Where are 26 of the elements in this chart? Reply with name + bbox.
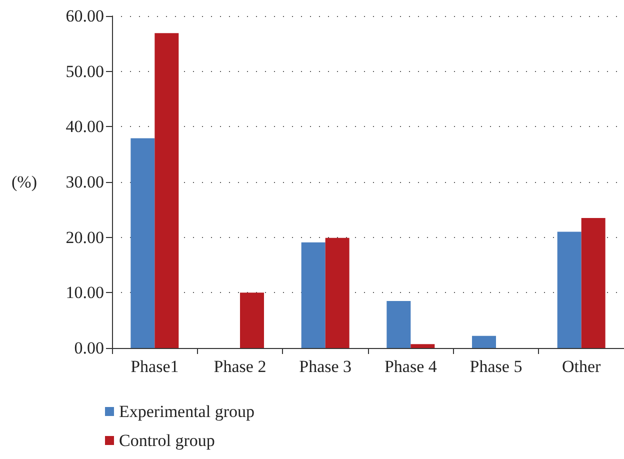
x-tick-label: Phase 5 xyxy=(470,357,522,376)
bar xyxy=(557,232,582,348)
y-axis-title: (%) xyxy=(12,172,37,192)
bar xyxy=(154,33,179,348)
bar xyxy=(325,238,350,348)
bar xyxy=(130,138,155,348)
y-tick-label: 60.00 xyxy=(66,6,104,26)
y-tick-label: 0.00 xyxy=(74,338,104,358)
bar xyxy=(472,336,496,348)
y-tick-label: 20.00 xyxy=(66,228,104,247)
legend-label: Experimental group xyxy=(119,402,254,421)
bar xyxy=(386,300,411,348)
bar xyxy=(301,242,326,348)
y-tick-label: 50.00 xyxy=(66,62,104,81)
x-tick-label: Other xyxy=(562,357,602,376)
x-tick-label: Phase1 xyxy=(130,357,179,376)
y-tick-label: 10.00 xyxy=(66,283,104,302)
x-tick-label: Phase 3 xyxy=(299,357,352,376)
bar xyxy=(410,344,435,348)
y-tick-label: 40.00 xyxy=(66,117,104,136)
x-tick-label: Phase 4 xyxy=(384,357,438,376)
legend-label: Control group xyxy=(119,431,215,450)
y-tick-label: 30.00 xyxy=(66,172,104,192)
x-tick-label: Phase 2 xyxy=(214,357,266,376)
bar xyxy=(581,218,606,348)
bar xyxy=(240,292,264,348)
